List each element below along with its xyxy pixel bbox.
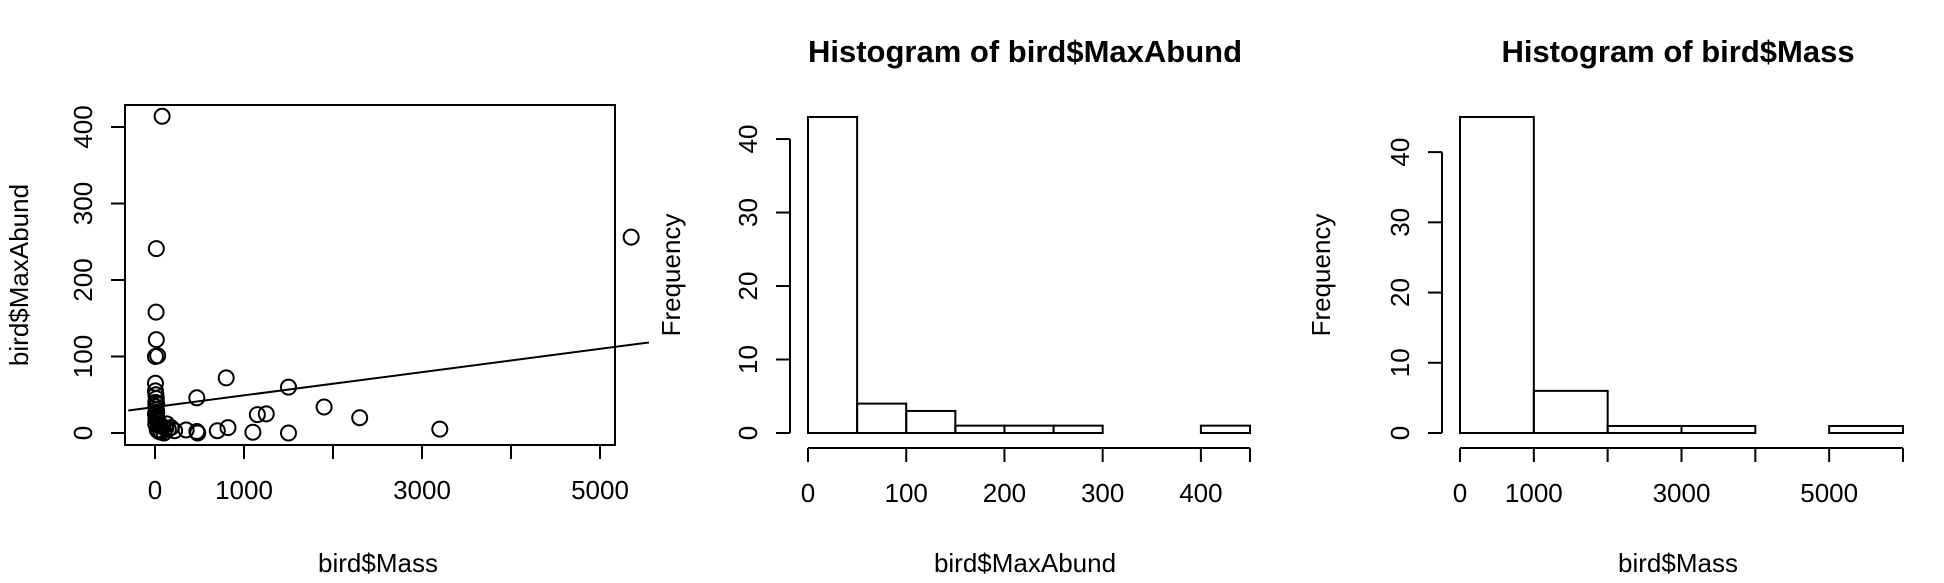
histogram-maxabund-x-tick-label: 200 bbox=[983, 478, 1026, 508]
histogram-mass-x-ticks: 0 1000 3000 5000 bbox=[1453, 447, 1904, 508]
histogram-mass-x-tick-label: 0 bbox=[1453, 478, 1467, 508]
scatter-regression-line bbox=[128, 341, 650, 412]
scatter-point bbox=[315, 398, 333, 416]
scatter-point bbox=[351, 409, 369, 427]
scatter-point bbox=[219, 419, 237, 437]
scatter-point bbox=[280, 424, 297, 442]
histogram-mass-bar bbox=[1828, 424, 1904, 435]
scatter-point bbox=[622, 228, 640, 246]
scatter-point bbox=[147, 303, 165, 321]
scatter-point bbox=[177, 421, 195, 439]
histogram-maxabund-bar bbox=[954, 424, 1006, 434]
scatter-point bbox=[188, 389, 206, 407]
histogram-maxabund-bar bbox=[1003, 424, 1055, 434]
histogram-mass-bar bbox=[1459, 116, 1535, 434]
histogram-mass-x-tick-label: 5000 bbox=[1800, 478, 1858, 508]
histogram-mass-x-axis-label: bird$Mass bbox=[1618, 548, 1738, 578]
scatter-point bbox=[208, 422, 226, 440]
histogram-mass-bar bbox=[1606, 424, 1683, 435]
histogram-mass-bar bbox=[1680, 424, 1757, 435]
histogram-maxabund-bars bbox=[807, 116, 1252, 435]
histogram-maxabund-x-tick-label: 100 bbox=[885, 478, 928, 508]
histogram-mass-y-tick-label: 0 bbox=[1385, 426, 1415, 440]
scatter-point bbox=[146, 348, 164, 365]
scatter-x-ticks: 0 1000 3000 5000 bbox=[148, 444, 629, 505]
scatter-point bbox=[244, 423, 262, 441]
histogram-maxabund-x-tick-label: 300 bbox=[1081, 478, 1124, 508]
scatter-point bbox=[147, 240, 165, 258]
scatter-x-tick-label: 3000 bbox=[393, 475, 451, 505]
scatter-point bbox=[153, 107, 171, 125]
histogram-maxabund-y-tick-label: 10 bbox=[733, 345, 763, 374]
scatter-y-axis-label: bird$MaxAbund bbox=[4, 184, 34, 366]
histogram-mass-y-tick-label: 10 bbox=[1385, 348, 1415, 377]
scatter-y-ticks: 0 100 200 300 400 bbox=[68, 105, 126, 440]
histogram-mass-bar bbox=[1532, 389, 1609, 435]
scatter-y-tick-label: 0 bbox=[68, 426, 98, 440]
histogram-maxabund-title: Histogram of bird$MaxAbund bbox=[808, 34, 1242, 69]
histogram-maxabund-x-ticks: 0 100 200 300 400 bbox=[801, 447, 1251, 508]
histogram-maxabund-bar bbox=[1199, 424, 1252, 434]
histogram-mass-x-tick-label: 3000 bbox=[1653, 478, 1711, 508]
scatter-point bbox=[431, 420, 449, 438]
histogram-mass-y-tick-label: 20 bbox=[1385, 278, 1415, 307]
scatter-point bbox=[217, 369, 235, 387]
scatter-point bbox=[166, 422, 184, 440]
histogram-maxabund-bar bbox=[856, 402, 908, 434]
scatter-x-axis-label: bird$Mass bbox=[318, 548, 438, 578]
histogram-maxabund-y-tick-label: 30 bbox=[733, 198, 763, 227]
scatter-point bbox=[188, 422, 206, 440]
histogram-maxabund-x-axis-label: bird$MaxAbund bbox=[934, 548, 1116, 578]
histogram-maxabund-y-ticks: 0 10 20 30 40 bbox=[733, 125, 791, 440]
histogram-maxabund-x-tick-label: 0 bbox=[801, 478, 815, 508]
scatter-x-tick-label: 5000 bbox=[571, 475, 629, 505]
histogram-mass-x-tick-label: 1000 bbox=[1505, 478, 1563, 508]
histogram-maxabund-x-tick-label: 400 bbox=[1179, 478, 1222, 508]
scatter-point bbox=[280, 378, 297, 396]
scatter-fit-line bbox=[128, 341, 650, 412]
histogram-mass-title: Histogram of bird$Mass bbox=[1501, 34, 1854, 69]
histogram-maxabund-bar bbox=[807, 116, 859, 434]
histogram-maxabund-y-tick-label: 0 bbox=[733, 426, 763, 440]
scatter-y-tick-label: 400 bbox=[68, 105, 98, 148]
scatter-point bbox=[248, 406, 266, 424]
histogram-maxabund-bar bbox=[905, 409, 957, 435]
scatter-y-tick-label: 200 bbox=[68, 258, 98, 301]
histogram-mass-y-tick-label: 40 bbox=[1385, 138, 1415, 167]
scatter-plot-box bbox=[124, 104, 616, 446]
scatter-points bbox=[146, 107, 640, 442]
histogram-maxabund-y-tick-label: 20 bbox=[733, 272, 763, 301]
histogram-mass-bars bbox=[1459, 116, 1904, 435]
histogram-mass-y-tick-label: 30 bbox=[1385, 208, 1415, 237]
histogram-mass-y-axis-label: Frequency bbox=[1306, 214, 1336, 337]
scatter-x-tick-label: 0 bbox=[148, 475, 162, 505]
histogram-maxabund-y-axis-label: Frequency bbox=[656, 214, 686, 337]
scatter-panel: bird$Mass bird$MaxAbund 0 1000 3000 5000 0 1… bbox=[4, 104, 650, 578]
histogram-maxabund-y-tick-label: 40 bbox=[733, 125, 763, 154]
scatter-point bbox=[257, 405, 275, 423]
scatter-point bbox=[147, 331, 165, 349]
scatter-y-tick-label: 300 bbox=[68, 182, 98, 225]
histogram-maxabund-panel: Histogram of bird$MaxAbund bird$MaxAbund… bbox=[656, 34, 1252, 578]
histogram-mass-panel: Histogram of bird$Mass bird$Mass Frequen… bbox=[1306, 34, 1904, 578]
histogram-maxabund-bar bbox=[1052, 424, 1104, 434]
histogram-mass-y-ticks: 0 10 20 30 40 bbox=[1385, 138, 1443, 440]
scatter-y-tick-label: 100 bbox=[68, 335, 98, 378]
scatter-x-tick-label: 1000 bbox=[215, 475, 273, 505]
